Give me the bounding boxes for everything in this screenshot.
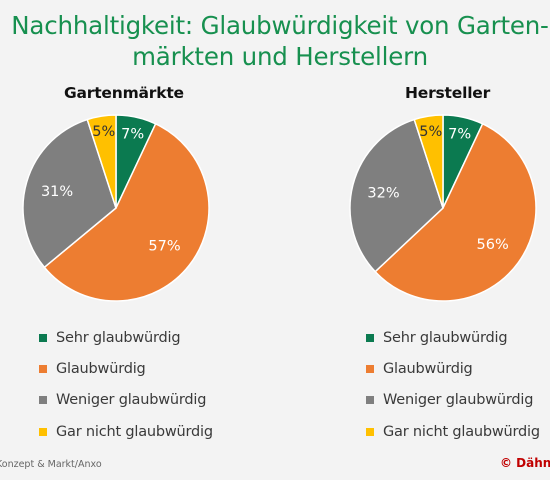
source-note: Konzept & Markt/Anxo — [0, 459, 102, 470]
legend-swatch — [39, 365, 47, 374]
chart-title-hersteller: Hersteller — [405, 84, 491, 102]
legend-swatch — [366, 333, 374, 342]
title-line-2: märkten und Herstellern — [132, 42, 428, 71]
pie-hersteller: 7% 56% 32% 5% — [349, 114, 537, 302]
pie-charts: 7% 57% 31% 5% 7% 56% 32% 5% — [22, 114, 537, 302]
pie-slice-weniger-glaubwuerdig — [22, 118, 117, 269]
legend-gartenmaerkte: Sehr glaubwürdig Glaubwürdig Weniger gla… — [39, 322, 213, 448]
pie-label-glaubwuerdig: 56% — [477, 237, 509, 253]
chart-title-gartenmaerkte: Gartenmärkte — [64, 84, 184, 102]
title-line-1: Nachhaltigkeit: Glaubwürdigkeit von Gart… — [11, 11, 549, 40]
pie-label-weniger-glaubwuerdig: 32% — [367, 186, 399, 202]
legend-swatch — [39, 396, 47, 405]
pie-label-gar-nicht-glaubwuerdig: 5% — [419, 124, 442, 140]
legend-item: Gar nicht glaubwürdig — [366, 416, 540, 447]
legend-swatch — [39, 333, 47, 342]
page-title: Nachhaltigkeit: Glaubwürdigkeit von Gart… — [0, 10, 550, 72]
pie-label-sehr-glaubwuerdig: 7% — [448, 127, 471, 143]
legend-item: Weniger glaubwürdig — [366, 385, 540, 416]
pie-slice-gar-nicht-glaubwuerdig — [86, 114, 117, 209]
legend-item: Gar nicht glaubwürdig — [39, 416, 213, 447]
legend-swatch — [39, 427, 47, 436]
pie-slice-glaubwuerdig — [43, 122, 210, 302]
legend-label: Weniger glaubwürdig — [383, 392, 534, 409]
legend-item: Sehr glaubwürdig — [366, 322, 540, 353]
legend-label: Gar nicht glaubwürdig — [56, 423, 213, 440]
legend-label: Glaubwürdig — [56, 361, 146, 378]
pie-slice-glaubwuerdig — [374, 122, 537, 302]
legend-swatch — [366, 365, 374, 374]
pie-slice-weniger-glaubwuerdig — [349, 118, 444, 273]
pie-label-gar-nicht-glaubwuerdig: 5% — [92, 124, 115, 140]
legend-label: Weniger glaubwürdig — [56, 392, 207, 409]
legend-swatch — [366, 396, 374, 405]
pie-label-glaubwuerdig: 57% — [148, 239, 180, 255]
legend-item: Glaubwürdig — [39, 353, 213, 384]
legend-label: Sehr glaubwürdig — [383, 329, 508, 346]
legend-label: Sehr glaubwürdig — [56, 329, 181, 346]
legend-swatch — [366, 427, 374, 436]
legend-label: Gar nicht glaubwürdig — [383, 423, 540, 440]
legend-item: Sehr glaubwürdig — [39, 322, 213, 353]
pie-label-sehr-glaubwuerdig: 7% — [121, 127, 144, 143]
legend-label: Glaubwürdig — [383, 361, 473, 378]
legend-item: Weniger glaubwürdig — [39, 385, 213, 416]
brand-logo: © Dähne — [500, 456, 550, 470]
legend-hersteller: Sehr glaubwürdig Glaubwürdig Weniger gla… — [366, 322, 540, 448]
pie-gartenmaerkte: 7% 57% 31% 5% — [22, 114, 210, 302]
legend-item: Glaubwürdig — [366, 353, 540, 384]
pie-label-weniger-glaubwuerdig: 31% — [41, 184, 73, 200]
pie-slice-gar-nicht-glaubwuerdig — [413, 114, 444, 209]
